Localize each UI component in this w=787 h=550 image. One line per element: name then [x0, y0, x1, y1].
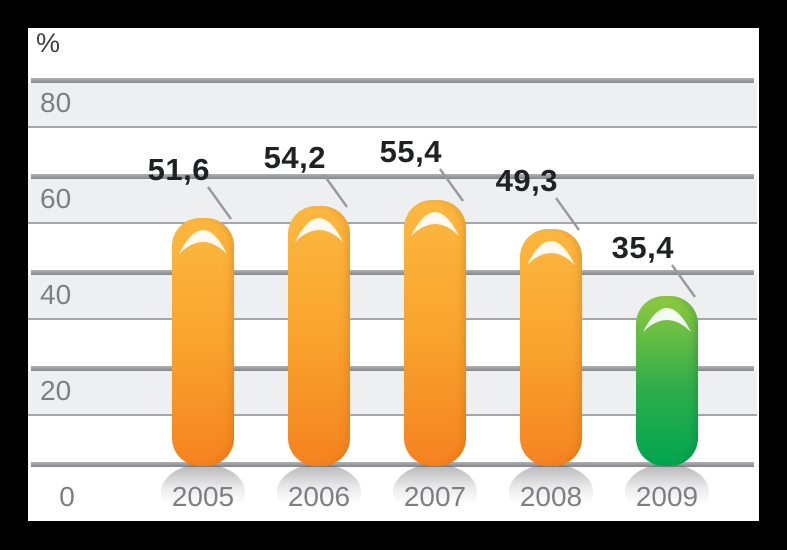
bar-shadow-2007: [393, 464, 477, 520]
x-tick-label-2007: 2007: [403, 481, 467, 512]
value-label-2008: 49,3: [495, 163, 558, 198]
x-tick-label-2005: 2005: [171, 481, 235, 512]
value-label-2007: 55,4: [379, 134, 442, 169]
grid-band-80: [28, 83, 757, 128]
gridline-0: [31, 462, 754, 467]
grid-band-40: [28, 275, 757, 320]
bar-shadow-2005: [161, 464, 245, 520]
gridline-80: [31, 78, 754, 83]
y-axis-unit-label: %: [36, 28, 61, 58]
bar-gloss-highlight: [643, 308, 691, 332]
bar-2005: [172, 218, 234, 466]
x-tick-label-2008: 2008: [519, 481, 583, 512]
y-tick-label-0: 0: [59, 481, 75, 512]
x-tick-label-2006: 2006: [287, 481, 351, 512]
grid-band-20: [28, 371, 757, 416]
y-tick-label-60: 60: [40, 183, 72, 214]
bar-shadow-2009: [625, 464, 709, 520]
bar-gloss-highlight: [295, 218, 343, 242]
bar-2007: [404, 200, 466, 466]
value-label-2005: 51,6: [147, 152, 210, 187]
grid-band-60: [28, 179, 757, 224]
x-tick-label-2009: 2009: [635, 481, 699, 512]
bar-gloss-highlight: [411, 212, 459, 236]
gridline-60: [31, 174, 754, 179]
bar-2006: [288, 206, 350, 466]
gridline-40: [31, 270, 754, 275]
bar-2008: [520, 229, 582, 466]
bar-gloss-highlight: [527, 241, 575, 265]
y-tick-label-20: 20: [40, 375, 72, 406]
bar-gloss-highlight: [179, 230, 227, 254]
y-tick-label-40: 40: [40, 279, 72, 310]
bar-2009: [636, 296, 698, 466]
bar-shadow-2006: [277, 464, 361, 520]
value-label-2009: 35,4: [611, 230, 674, 265]
gridline-20: [31, 366, 754, 371]
bar-shadow-2008: [509, 464, 593, 520]
y-tick-label-80: 80: [40, 87, 72, 118]
value-label-2006: 54,2: [263, 140, 326, 175]
